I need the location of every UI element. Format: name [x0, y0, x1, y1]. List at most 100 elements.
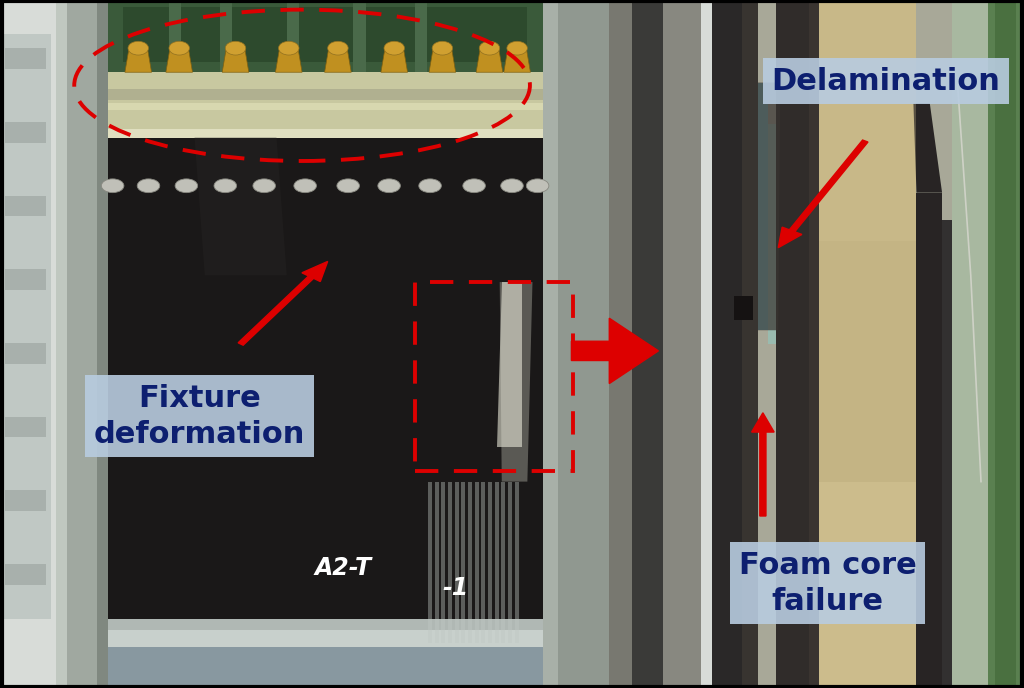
Polygon shape — [481, 482, 485, 643]
Polygon shape — [916, 193, 942, 688]
Polygon shape — [809, 0, 819, 688]
Polygon shape — [474, 482, 478, 643]
Polygon shape — [222, 48, 249, 72]
Polygon shape — [434, 482, 438, 643]
Polygon shape — [663, 0, 1024, 688]
Text: Delamination: Delamination — [771, 67, 1000, 96]
Ellipse shape — [501, 179, 523, 193]
Polygon shape — [819, 482, 916, 688]
Polygon shape — [56, 0, 67, 688]
Polygon shape — [5, 122, 46, 142]
Polygon shape — [497, 282, 522, 447]
Polygon shape — [756, 83, 780, 330]
Polygon shape — [123, 7, 527, 62]
Polygon shape — [995, 0, 1016, 688]
FancyArrow shape — [778, 140, 868, 248]
Polygon shape — [97, 0, 108, 688]
Ellipse shape — [378, 179, 400, 193]
FancyArrow shape — [571, 318, 658, 384]
Polygon shape — [5, 564, 46, 585]
Ellipse shape — [337, 179, 359, 193]
Polygon shape — [913, 103, 942, 193]
Polygon shape — [495, 482, 499, 643]
Polygon shape — [776, 0, 809, 688]
Polygon shape — [195, 138, 287, 275]
Polygon shape — [108, 129, 543, 138]
Circle shape — [328, 41, 348, 55]
Polygon shape — [5, 491, 46, 511]
Text: A2-T: A2-T — [314, 556, 372, 579]
Circle shape — [169, 41, 189, 55]
Polygon shape — [441, 482, 445, 643]
Polygon shape — [169, 0, 181, 72]
Ellipse shape — [294, 179, 316, 193]
Polygon shape — [632, 0, 663, 688]
Bar — [415, 282, 573, 471]
Polygon shape — [275, 48, 302, 72]
Polygon shape — [415, 0, 427, 72]
Polygon shape — [108, 72, 543, 138]
Polygon shape — [56, 0, 108, 688]
Polygon shape — [663, 0, 701, 688]
Polygon shape — [325, 48, 351, 72]
Polygon shape — [108, 138, 543, 678]
Polygon shape — [381, 48, 408, 72]
Polygon shape — [476, 48, 503, 72]
Circle shape — [279, 41, 299, 55]
Polygon shape — [543, 0, 632, 688]
Polygon shape — [429, 48, 456, 72]
Polygon shape — [108, 0, 543, 72]
Polygon shape — [449, 482, 453, 643]
Ellipse shape — [419, 179, 441, 193]
Polygon shape — [5, 269, 46, 290]
Polygon shape — [108, 89, 543, 100]
Circle shape — [507, 41, 527, 55]
Polygon shape — [468, 482, 472, 643]
Text: Foam core
failure: Foam core failure — [738, 551, 916, 616]
Polygon shape — [504, 48, 530, 72]
Polygon shape — [819, 0, 916, 241]
FancyArrow shape — [752, 413, 774, 516]
Text: Fixture
deformation: Fixture deformation — [94, 384, 305, 449]
Polygon shape — [819, 241, 916, 482]
Polygon shape — [502, 482, 506, 643]
Polygon shape — [455, 482, 459, 643]
Polygon shape — [487, 482, 492, 643]
Text: -1: -1 — [442, 577, 469, 600]
Polygon shape — [988, 0, 1024, 688]
Polygon shape — [952, 0, 988, 688]
Polygon shape — [819, 0, 916, 688]
Polygon shape — [758, 83, 768, 330]
Ellipse shape — [175, 179, 198, 193]
Polygon shape — [5, 417, 46, 438]
Polygon shape — [543, 0, 558, 688]
Polygon shape — [353, 0, 366, 72]
Ellipse shape — [463, 179, 485, 193]
Polygon shape — [220, 0, 232, 72]
Polygon shape — [742, 0, 758, 688]
Polygon shape — [5, 343, 46, 364]
Circle shape — [432, 41, 453, 55]
Ellipse shape — [101, 179, 124, 193]
Polygon shape — [942, 220, 952, 688]
Polygon shape — [108, 626, 543, 647]
Polygon shape — [712, 0, 742, 688]
Circle shape — [384, 41, 404, 55]
Circle shape — [479, 41, 500, 55]
Polygon shape — [108, 643, 543, 688]
FancyArrow shape — [239, 261, 328, 345]
Ellipse shape — [526, 179, 549, 193]
Polygon shape — [734, 296, 753, 320]
Polygon shape — [0, 0, 56, 688]
Circle shape — [225, 41, 246, 55]
Polygon shape — [500, 282, 532, 482]
Polygon shape — [0, 0, 632, 688]
Polygon shape — [768, 124, 776, 344]
Polygon shape — [609, 0, 632, 688]
Polygon shape — [287, 0, 299, 72]
Circle shape — [128, 41, 148, 55]
Polygon shape — [125, 48, 152, 72]
Polygon shape — [514, 482, 518, 643]
Polygon shape — [5, 48, 46, 69]
Ellipse shape — [214, 179, 237, 193]
